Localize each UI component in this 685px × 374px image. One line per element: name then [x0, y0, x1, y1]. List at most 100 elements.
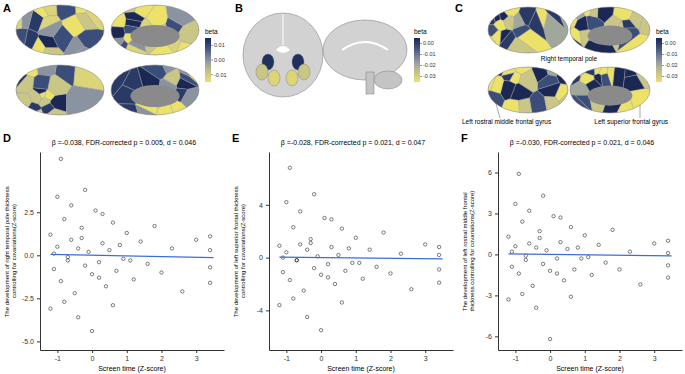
point: [604, 261, 607, 264]
point: [285, 200, 288, 203]
brain-region: [607, 67, 614, 88]
tick: 1: [125, 350, 129, 362]
point: [666, 264, 669, 267]
point: [319, 273, 322, 276]
brain-region: [590, 7, 598, 18]
brain-outline: [488, 7, 568, 53]
axis-line: [269, 153, 270, 351]
point: [538, 236, 541, 239]
brain-surface: [111, 65, 199, 115]
tick-mark: [495, 336, 498, 337]
brain-outline: [570, 67, 650, 113]
point: [566, 247, 569, 250]
tick-mark: [37, 255, 40, 256]
brain-region: [111, 27, 125, 39]
point: [437, 268, 440, 271]
x-axis: -10123: [499, 350, 683, 362]
point: [618, 268, 621, 271]
tick-label: 4: [259, 202, 263, 209]
point: [76, 316, 79, 319]
colorbar-tick: [662, 43, 664, 44]
point: [666, 276, 669, 279]
brain-region: [176, 18, 199, 45]
point: [555, 257, 558, 260]
y-axis-title: The development of left superior frontal…: [233, 185, 246, 318]
panel-label: E: [232, 132, 239, 144]
scatter-panel: β =-0.038, FDR-corrected p = 0.005, d = …: [4, 139, 225, 373]
tick-mark: [266, 258, 269, 259]
plot-area: [49, 157, 214, 333]
panel-label: A: [3, 2, 11, 14]
brain-region: [570, 67, 575, 71]
point: [573, 268, 576, 271]
annotation: Left superior frontal gyrus: [594, 118, 668, 126]
colorbar: [656, 38, 662, 82]
point: [309, 237, 312, 240]
tick-mark: [391, 350, 392, 353]
point: [129, 259, 132, 262]
coronal-section: [243, 13, 323, 97]
tick: 4: [259, 202, 269, 209]
point: [330, 218, 333, 221]
tick-mark: [585, 350, 586, 353]
point: [208, 266, 211, 269]
chart-title: β =-0.038, FDR-corrected p = 0.005, d = …: [52, 139, 196, 147]
point: [666, 251, 669, 254]
y-axis-title: The development of left rostral middle f…: [462, 191, 475, 312]
brain-region: [113, 41, 128, 55]
point: [545, 249, 548, 252]
point: [285, 251, 288, 254]
colorbar-tick-label: -0.01: [214, 72, 227, 78]
point: [292, 297, 295, 300]
point: [87, 250, 90, 253]
point: [330, 245, 333, 248]
subcortical-region: [256, 64, 268, 80]
point: [323, 216, 326, 219]
colorbar: [205, 38, 211, 82]
brain-region: [86, 5, 104, 30]
colorbar-tick-label: -0.02: [665, 62, 678, 68]
brain-region: [44, 89, 55, 100]
brainstem: [366, 72, 374, 94]
tick-mark: [37, 341, 40, 342]
tick: -1: [513, 350, 519, 362]
brain-region: [16, 93, 32, 111]
point: [101, 212, 104, 215]
point: [312, 193, 315, 196]
point: [534, 246, 537, 249]
tick-label: -1: [284, 355, 290, 362]
point: [583, 234, 586, 237]
tick-mark: [162, 350, 163, 353]
medial-wall: [588, 85, 633, 105]
tick: 0: [259, 254, 269, 261]
point: [340, 227, 343, 230]
point: [538, 230, 541, 233]
brain-region: [488, 35, 500, 53]
point: [559, 240, 562, 243]
point: [122, 257, 125, 260]
medial-wall: [130, 25, 179, 47]
point: [70, 238, 73, 241]
brain-region: [32, 5, 48, 18]
point: [295, 259, 298, 262]
point: [295, 259, 298, 262]
annotation: Left rostral middle frontal gyrus: [462, 118, 552, 126]
point: [437, 281, 440, 284]
point: [375, 265, 378, 268]
tick-label: 3: [424, 355, 428, 362]
point: [541, 262, 544, 265]
point: [83, 188, 86, 191]
brain-region: [559, 92, 568, 113]
point: [333, 282, 336, 285]
point: [115, 269, 118, 272]
brain-region: [512, 25, 530, 38]
point: [170, 247, 173, 250]
point: [104, 285, 107, 288]
point: [351, 261, 354, 264]
tick-mark: [654, 350, 655, 353]
y-axis-title: The development of right temporal pole t…: [4, 185, 17, 318]
point: [90, 273, 93, 276]
panel-label: C: [455, 2, 463, 14]
panel-b: beta0.00-0.01-0.02-0.03: [243, 13, 436, 97]
brain-region: [111, 103, 139, 115]
